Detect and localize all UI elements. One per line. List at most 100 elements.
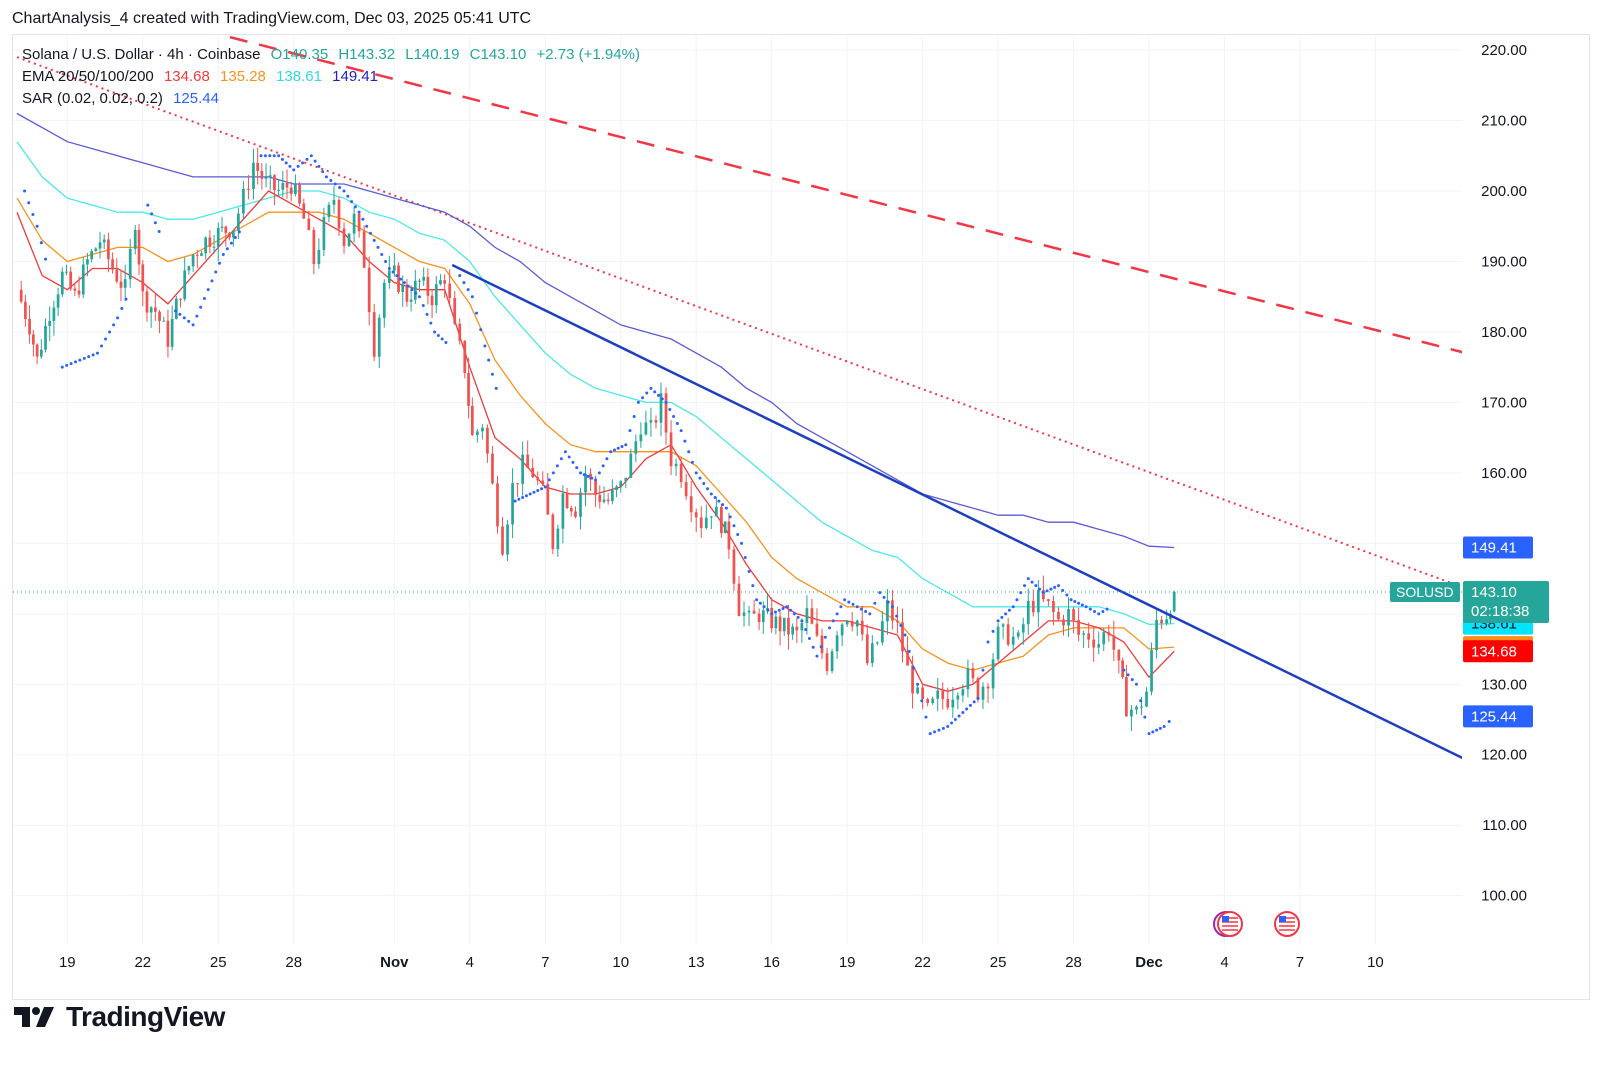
candle-body [752, 610, 756, 614]
sar-dot [108, 330, 112, 334]
candle-body [252, 162, 255, 190]
tradingview-logo[interactable]: TradingView [14, 1000, 225, 1034]
sar-dot [305, 157, 309, 161]
sar-dot [683, 439, 687, 443]
legend-symbol[interactable]: Solana / U.S. Dollar · 4h · Coinbase [22, 46, 261, 63]
y-tick-label: 110.00 [1482, 817, 1527, 834]
candle-body [1042, 590, 1045, 600]
sar-dot [796, 615, 800, 619]
candle-body [531, 467, 535, 478]
candle-body [413, 280, 417, 300]
candle-body [921, 687, 924, 699]
legend-ema-label[interactable]: EMA 20/50/100/200 [22, 68, 154, 85]
candle-body [644, 422, 648, 435]
sar-dot [268, 154, 272, 158]
sar-dot [540, 487, 544, 491]
sar-dot [873, 601, 877, 605]
candle-body [285, 183, 289, 188]
y-tick-label: 200.00 [1481, 183, 1527, 200]
candle-body [73, 288, 77, 291]
sar-dot [1053, 585, 1057, 589]
candle-body [946, 699, 950, 708]
candle-body [397, 265, 400, 292]
sar-dot [39, 241, 43, 245]
candle-body [800, 622, 804, 631]
candle-body [1130, 709, 1133, 717]
sar-dot [376, 245, 380, 249]
candle-body [723, 521, 727, 534]
sar-dot [690, 460, 694, 464]
candle-body [347, 233, 351, 246]
candle-body [1117, 649, 1121, 661]
candle-body [511, 483, 514, 525]
candle-body [1001, 624, 1005, 627]
sar-dot [920, 699, 924, 703]
sar-dot [1084, 605, 1088, 609]
candle-body [183, 270, 187, 300]
candle-body [418, 280, 421, 282]
candle-body [1016, 632, 1020, 637]
candle-body [850, 621, 854, 627]
candle-body [810, 608, 814, 624]
candle-body [174, 298, 178, 319]
sar-dot [555, 464, 559, 468]
candle-body [327, 204, 331, 218]
sar-dot [1143, 715, 1147, 719]
legend-sar-label[interactable]: SAR (0.02, 0.02, 0.2) [22, 90, 163, 107]
sar-dot [73, 360, 77, 364]
candle-body [594, 479, 597, 495]
flag-canton [1222, 916, 1229, 922]
sar-dot [425, 312, 429, 316]
candle-body [1121, 660, 1124, 678]
candle-body [536, 477, 540, 481]
sar-dot [694, 471, 698, 475]
candle-body [387, 270, 391, 283]
sar-dot [1000, 615, 1004, 619]
sar-dot [924, 715, 928, 719]
price-tag-bg [1463, 640, 1533, 663]
candle-body [133, 229, 137, 249]
candle-body [1052, 601, 1055, 613]
sar-dot [1056, 584, 1060, 588]
candle-body [453, 298, 457, 324]
candle-body [281, 183, 285, 190]
candle-body [434, 284, 438, 306]
candle-body [102, 239, 106, 243]
sar-dot [532, 490, 536, 494]
candle-body [506, 524, 509, 555]
sar-dot [157, 230, 161, 234]
sar-dot [104, 337, 108, 341]
countdown-label: 02:18:38 [1471, 603, 1529, 620]
candle-body [332, 199, 336, 205]
sar-dot [444, 341, 448, 345]
candle-body [896, 620, 899, 623]
candle-body [1047, 599, 1050, 602]
candle-body [659, 393, 663, 423]
candle-body [1160, 619, 1163, 624]
sar-dot [976, 696, 980, 700]
sar-dot [182, 316, 186, 320]
candle-body [212, 246, 216, 248]
candle-body [689, 496, 693, 513]
candle-body [289, 187, 293, 195]
sar-dot [895, 614, 899, 618]
candle-body [231, 230, 235, 238]
trendline-red-dashed [220, 36, 1462, 354]
candle-body [732, 549, 736, 584]
x-tick-label: 25 [990, 954, 1007, 971]
candle-body [501, 526, 504, 555]
candle-body [204, 237, 208, 254]
candle-body [684, 482, 688, 497]
sar-dot [828, 626, 832, 630]
candle-body [367, 267, 371, 313]
legend-sar-row: SAR (0.02, 0.02, 0.2) 125.44 [22, 90, 225, 107]
candle-body [855, 620, 859, 627]
x-tick-label: 19 [59, 954, 76, 971]
candle-body [619, 481, 623, 487]
candle-body [654, 420, 658, 423]
legend-close: C143.10 [469, 46, 527, 63]
sar-dot [675, 422, 679, 426]
sar-dot [23, 189, 27, 193]
candle-body [1087, 633, 1091, 640]
